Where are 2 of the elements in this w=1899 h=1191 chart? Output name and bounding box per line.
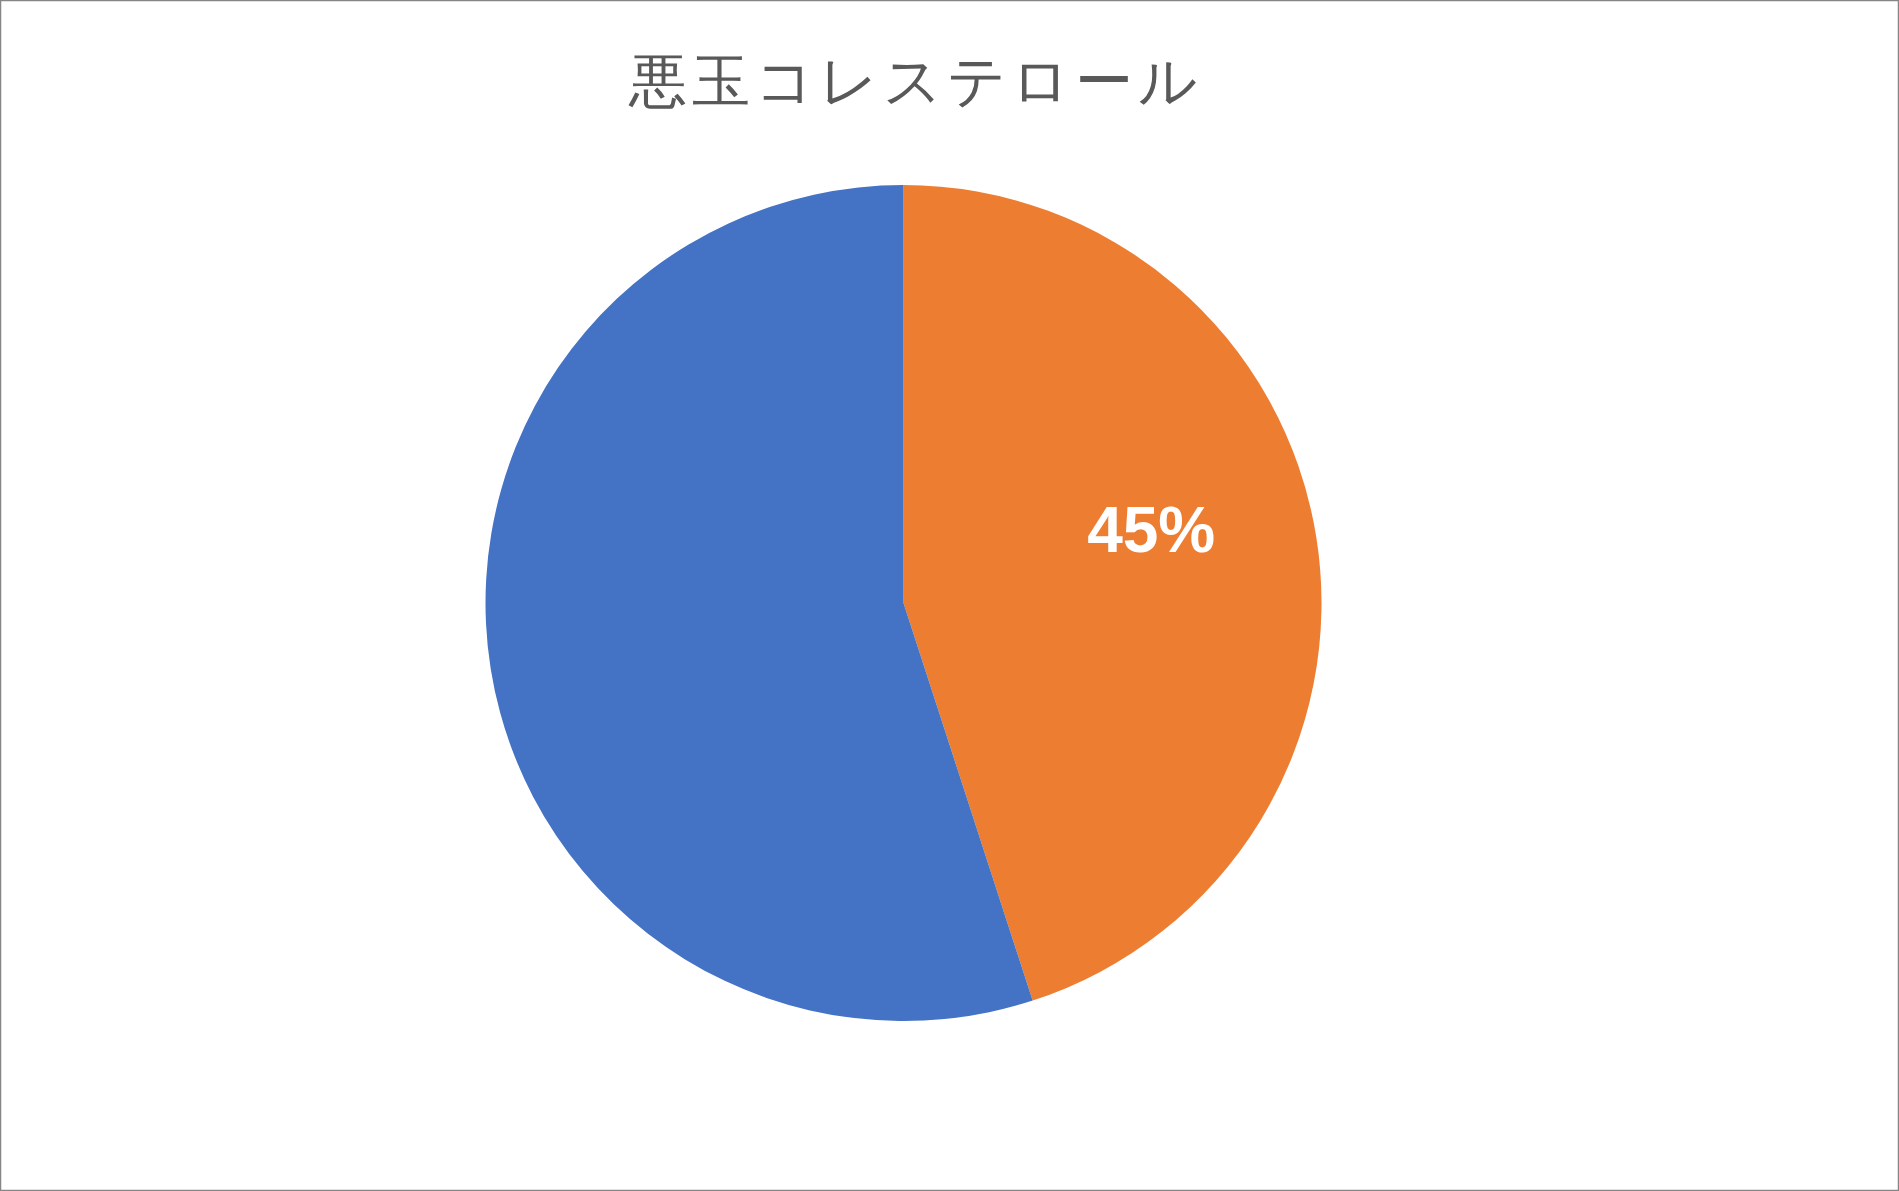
chart-title: 悪玉コレステロール	[627, 48, 1202, 113]
data-label: 45%	[1087, 493, 1216, 566]
